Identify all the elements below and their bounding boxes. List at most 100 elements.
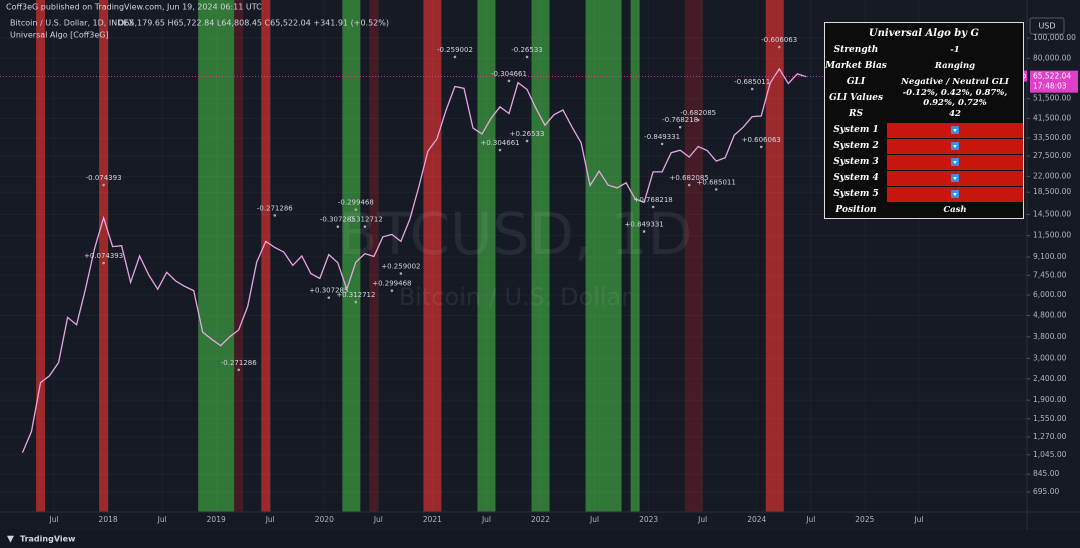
watermark-name: Bitcoin / U.S. Dollar xyxy=(399,283,632,311)
down-icon xyxy=(951,158,959,166)
annotation: +0.074393 xyxy=(84,252,123,260)
y-tick-label: 3,000.00 xyxy=(1033,353,1067,362)
annotation-point xyxy=(237,368,241,372)
signal-band xyxy=(36,0,46,512)
annotation-point xyxy=(660,142,664,146)
currency-box[interactable] xyxy=(1029,17,1065,35)
system-row: System 3 xyxy=(825,154,1023,170)
y-tick-label: 33,500.00 xyxy=(1033,133,1071,142)
signal-band xyxy=(99,0,109,512)
signal-band xyxy=(342,0,361,512)
price-label-countdown: 17:48:03 xyxy=(1033,82,1067,91)
annotation: -0.307285 xyxy=(320,216,356,224)
ohlc: O65,179.65 H65,722.84 L64,808.45 C65,522… xyxy=(118,19,389,28)
y-tick-label: 2,400.00 xyxy=(1033,374,1067,383)
annotation-point xyxy=(651,205,655,209)
annotation-point xyxy=(687,183,691,187)
signal-band xyxy=(198,0,235,512)
annotation: -0.271286 xyxy=(257,204,293,212)
annotation: +0.304661 xyxy=(480,139,519,147)
x-tick-label: 2019 xyxy=(207,515,226,524)
table-row: RS 42 xyxy=(825,106,1023,122)
x-tick-label: 2018 xyxy=(99,515,118,524)
annotation: +0.849331 xyxy=(624,220,663,228)
system-row: System 2 xyxy=(825,138,1023,154)
x-tick-label: 2022 xyxy=(531,515,550,524)
y-tick-label: 80,000.00 xyxy=(1033,53,1071,62)
system-row: System 5 xyxy=(825,186,1023,202)
system-row: System 1 xyxy=(825,122,1023,138)
x-tick-label: 2025 xyxy=(855,515,874,524)
annotation-point xyxy=(714,188,718,191)
table-rows: Strength -1 Market Bias Ranging GLI Negative … xyxy=(825,42,1023,218)
row-key: GLI Values xyxy=(828,93,884,103)
chart-title: Bitcoin / U.S. Dollar, 1D, INDEX xyxy=(10,19,134,28)
signal-band xyxy=(261,0,271,512)
system-name: System 4 xyxy=(833,173,879,183)
signal-band xyxy=(585,0,622,512)
y-tick-label: 695.00 xyxy=(1033,487,1059,496)
annotation-point xyxy=(327,296,331,299)
row-value: -0.12%, 0.42%, 0.87%, 0.92%, 0.72% xyxy=(902,88,1008,108)
y-tick-label: 9,100.00 xyxy=(1033,252,1067,261)
annotation: +0.682085 xyxy=(670,174,709,182)
x-tick-label: 2021 xyxy=(423,515,442,524)
annotation-point xyxy=(102,261,105,265)
system-name: System 1 xyxy=(833,125,879,135)
x-tick-label: Jul xyxy=(373,515,383,524)
annotation-point xyxy=(498,148,502,152)
annotation-point xyxy=(642,230,646,233)
signal-band xyxy=(630,0,640,512)
x-tick-label: 2020 xyxy=(315,515,334,524)
system-name: System 3 xyxy=(833,157,879,167)
row-value: Cash xyxy=(943,205,967,215)
y-tick-label: 845.00 xyxy=(1033,469,1059,478)
signal-band xyxy=(684,0,703,512)
position-row: Position Cash xyxy=(825,202,1023,218)
annotation: -0.074393 xyxy=(86,174,122,182)
annotation: -0.849331 xyxy=(644,133,680,141)
annotation: +0.606063 xyxy=(742,136,781,144)
row-value: Negative / Neutral GLI xyxy=(901,77,1009,87)
system-signal xyxy=(887,170,1023,186)
annotation-point xyxy=(336,225,340,228)
y-tick-label: 3,800.00 xyxy=(1033,332,1067,341)
y-tick-label: 14,500.00 xyxy=(1033,209,1071,218)
annotation-point xyxy=(759,145,763,149)
x-tick-label: 2023 xyxy=(639,515,658,524)
y-tick-label: 27,500.00 xyxy=(1033,151,1071,160)
price-line xyxy=(21,67,807,453)
y-tick-label: 100,000.00 xyxy=(1033,33,1076,42)
system-signal xyxy=(887,154,1023,170)
y-tick-label: 1,045.00 xyxy=(1033,450,1067,459)
annotation-point xyxy=(696,118,700,122)
down-icon xyxy=(951,190,959,198)
annotation: -0.271286 xyxy=(221,359,257,367)
system-name: System 2 xyxy=(833,141,879,151)
x-tick-label: 2024 xyxy=(747,515,766,524)
x-tick-label: Jul xyxy=(697,515,707,524)
row-value: -1 xyxy=(950,45,960,55)
currency[interactable]: USD xyxy=(1038,22,1055,31)
annotation-point xyxy=(750,87,754,91)
y-tick-label: 6,000.00 xyxy=(1033,290,1067,299)
annotation: -0.299468 xyxy=(338,199,374,207)
row-key: Market Bias xyxy=(825,61,887,71)
bands xyxy=(36,0,784,512)
row-value: 42 xyxy=(949,109,961,119)
signal-band xyxy=(765,0,784,512)
x-tick-label: Jul xyxy=(157,515,167,524)
table-row: GLI Negative / Neutral GLI xyxy=(825,74,1023,90)
annotation-point xyxy=(777,45,781,49)
annotation-point xyxy=(525,139,529,143)
signal-band xyxy=(477,0,496,512)
algo-table: Universal Algo by G Strength -1 Market Bia… xyxy=(824,22,1024,219)
annotation: -0.685011 xyxy=(734,78,770,86)
y-tick-label: 1,270.00 xyxy=(1033,432,1067,441)
x-tick-label: Jul xyxy=(49,515,59,524)
y-tick-label: 22,000.00 xyxy=(1033,171,1071,180)
annotation: +0.768218 xyxy=(634,196,673,204)
annotation-point xyxy=(363,225,367,228)
x-tick-label: Jul xyxy=(589,515,599,524)
annotation: -0.682085 xyxy=(680,109,716,117)
